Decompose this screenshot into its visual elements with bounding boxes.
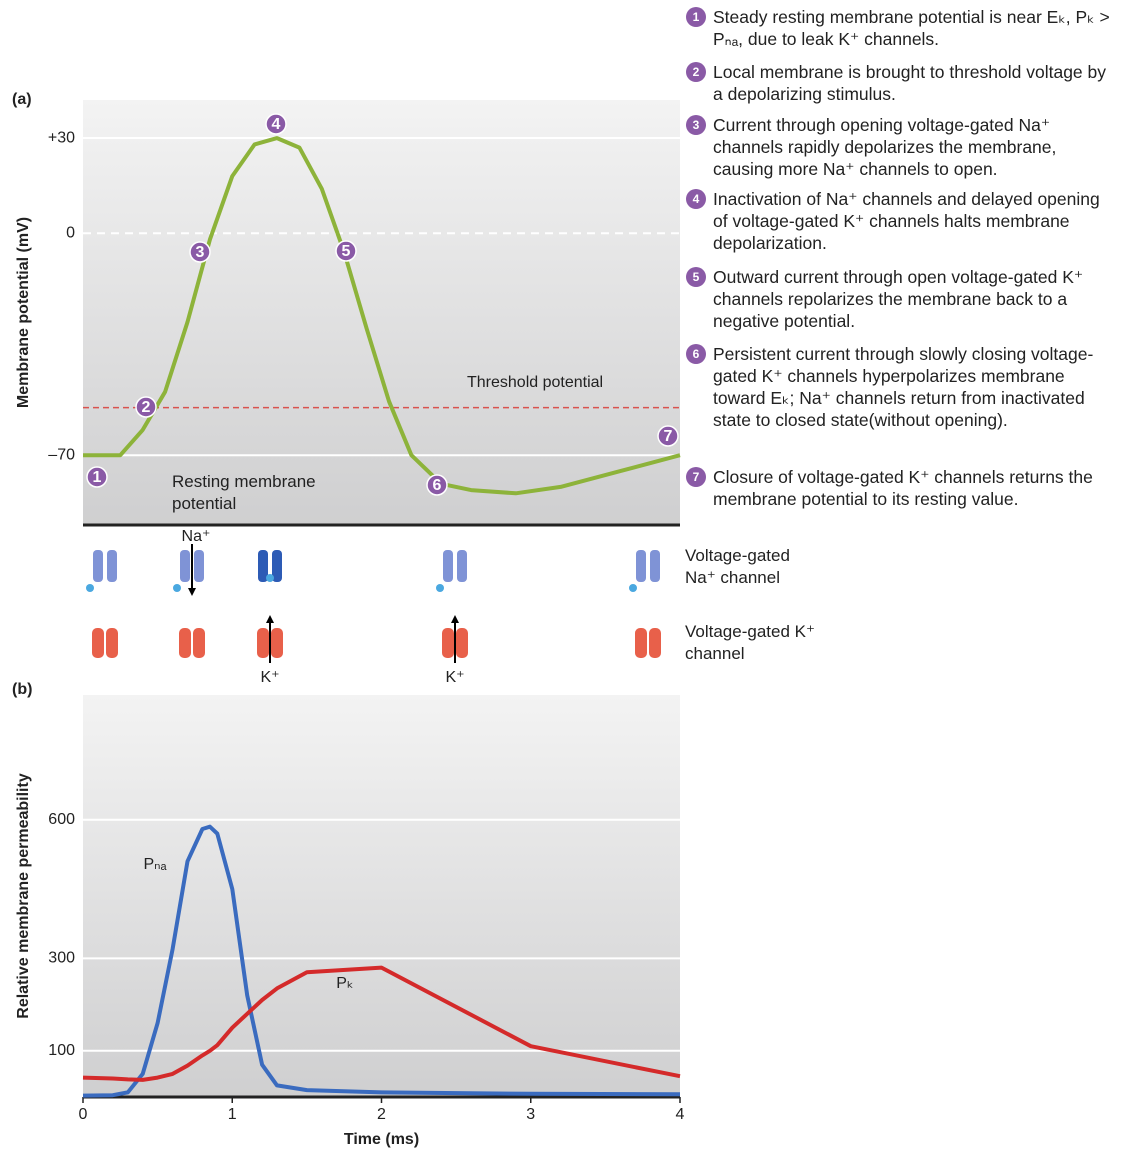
y-tick-label: 600 [48,811,75,828]
x-axis-title: Time (ms) [344,1131,419,1148]
step-note: 5 Outward current through open voltage-ga… [686,266,1116,332]
step-number: 5 [686,267,706,287]
step-note: 7 Closure of voltage-gated K⁺ channels re… [686,466,1116,510]
y-tick-label: 100 [48,1042,75,1059]
page: (a) (b) Na⁺ K⁺ K⁺ +30 0 –70 Membrane potent… [0,0,1122,1150]
k-channels [92,615,661,663]
ion-label: Na⁺ [182,528,211,545]
y-axis-title: Relative membrane permeability [15,773,32,1019]
step-note: 2 Local membrane is brought to threshold … [686,61,1116,105]
x-tick-label: 3 [526,1106,535,1123]
resting-label: Resting membrane potential [172,471,352,515]
step-marker-label: 5 [342,243,351,260]
step-text: Persistent current through slowly closin… [713,343,1116,431]
panel-label: (a) [12,91,32,108]
plot-background [83,100,680,525]
step-number: 7 [686,467,706,487]
panel-label: (b) [12,681,32,698]
step-marker-label: 2 [142,399,151,416]
y-tick-label: 0 [66,224,75,241]
step-marker-label: 3 [196,244,205,261]
channel-label: Voltage-gated K⁺ channel [685,621,825,665]
step-number: 1 [686,7,706,27]
x-tick-label: 2 [377,1106,386,1123]
step-text: Steady resting membrane potential is nea… [713,6,1116,50]
step-note: 4 Inactivation of Na⁺ channels and delaye… [686,188,1116,254]
step-number: 4 [686,189,706,209]
step-text: Closure of voltage-gated K⁺ channels ret… [713,466,1116,510]
channel-label: Voltage-gated Na⁺ channel [685,545,825,589]
step-marker-label: 7 [664,428,673,445]
step-marker-label: 1 [93,469,102,486]
step-note: 1 Steady resting membrane potential is ne… [686,6,1116,50]
plot-background [83,695,680,1097]
ion-label: K⁺ [445,669,464,686]
step-text: Outward current through open voltage-gat… [713,266,1116,332]
y-tick-label: 300 [48,950,75,967]
step-number: 2 [686,62,706,82]
step-note: 3 Current through opening voltage-gated N… [686,114,1116,180]
threshold-label: Threshold potential [467,374,603,391]
series-label: Pₙₐ [144,856,168,873]
ion-label: K⁺ [260,669,279,686]
x-tick-label: 1 [228,1106,237,1123]
step-number: 3 [686,115,706,135]
x-tick-label: 4 [676,1106,685,1123]
y-tick-label: –70 [48,446,75,463]
x-tick-label: 0 [79,1106,88,1123]
step-number: 6 [686,344,706,364]
step-text: Current through opening voltage-gated Na… [713,114,1116,180]
step-marker-label: 4 [272,116,281,133]
na-channels [86,544,660,596]
y-tick-label: +30 [48,129,75,146]
step-note: 6 Persistent current through slowly closi… [686,343,1116,431]
step-text: Local membrane is brought to threshold v… [713,61,1116,105]
step-marker-label: 6 [433,477,442,494]
step-text: Inactivation of Na⁺ channels and delayed… [713,188,1116,254]
y-axis-title: Membrane potential (mV) [15,217,32,408]
series-label: Pₖ [336,975,353,992]
